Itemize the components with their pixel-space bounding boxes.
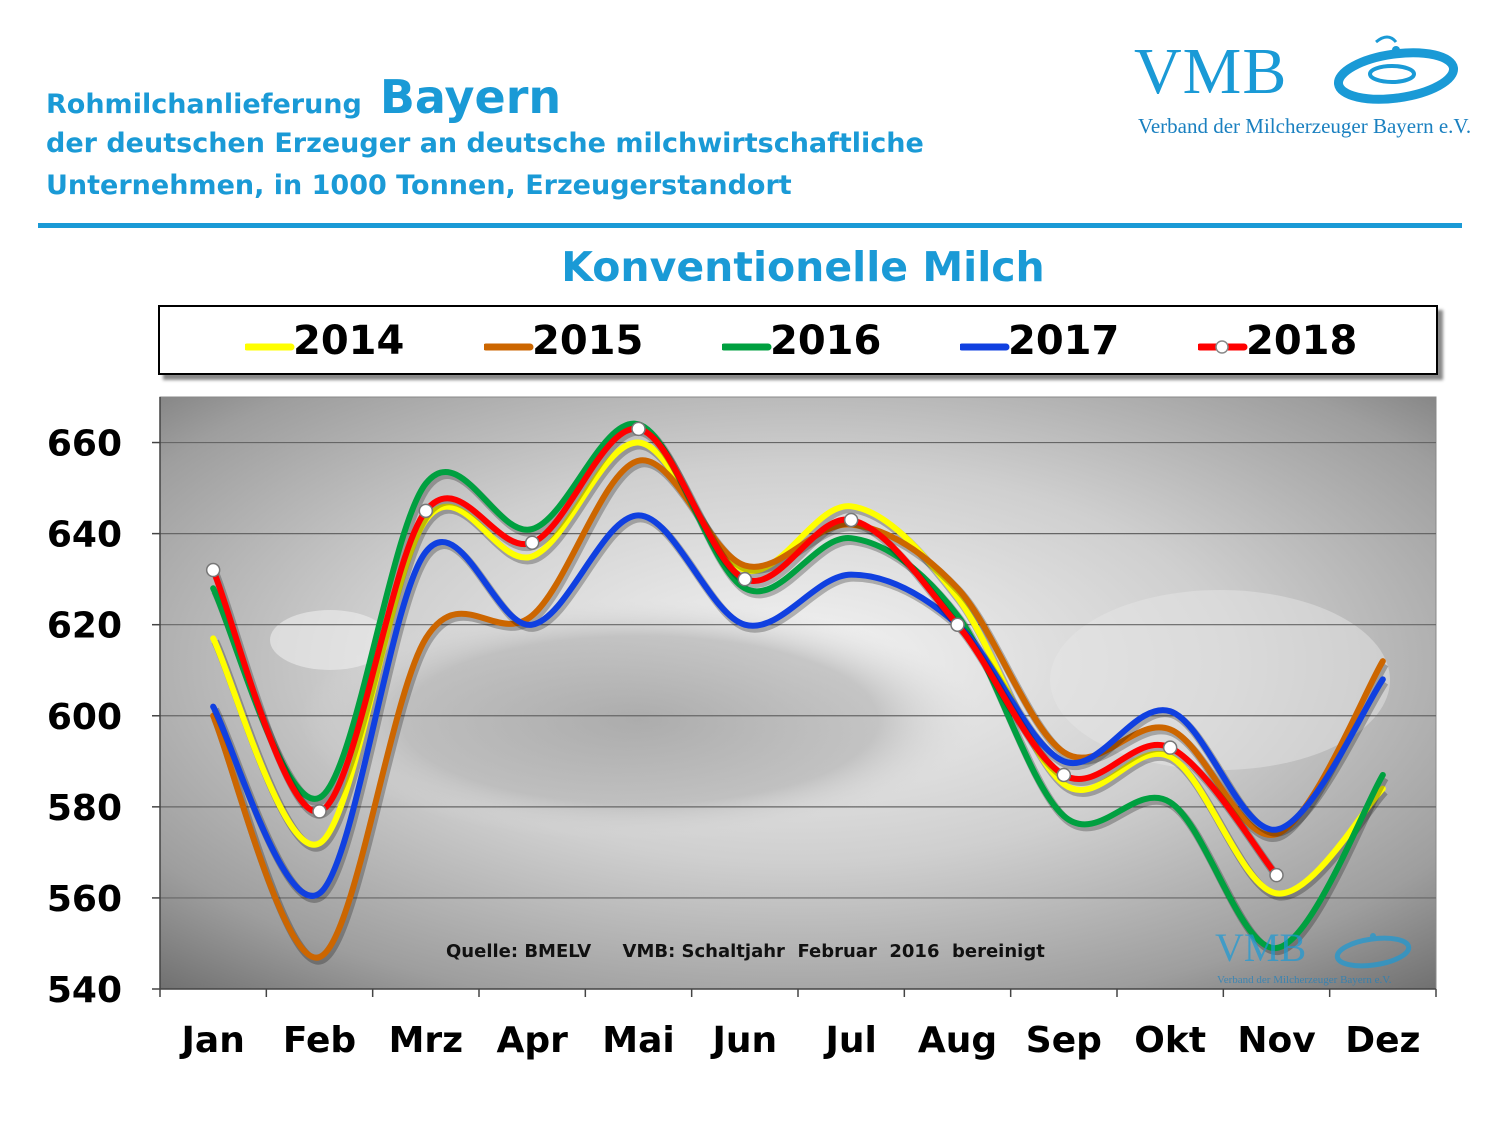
y-tick-640: 640 — [47, 515, 122, 556]
x-tick-Jun: Jun — [710, 1020, 778, 1061]
legend-label-2015: 2015 — [532, 318, 644, 364]
legend-swatch-2016 — [722, 343, 772, 351]
grid-lines — [160, 441, 1436, 899]
y-tick-540: 540 — [47, 970, 122, 1011]
title-big: Bayern — [379, 70, 562, 124]
legend-label-2014: 2014 — [293, 318, 405, 364]
header-line2: der deutschen Erzeuger an deutsche milch… — [46, 128, 924, 159]
x-tick-Jul: Jul — [822, 1020, 876, 1061]
logo-subtitle: Verband der Milcherzeuger Bayern e.V. — [1138, 114, 1472, 138]
y-tick-620: 620 — [47, 606, 122, 647]
x-tick-Feb: Feb — [283, 1020, 356, 1061]
marker-2018-Jan — [205, 562, 221, 578]
header-divider — [38, 223, 1462, 228]
x-tick-Jan: Jan — [179, 1020, 245, 1061]
x-tick-Mai: Mai — [602, 1020, 674, 1061]
marker-2018-Jun — [737, 571, 753, 587]
title-small: Rohmilchanlieferung — [46, 89, 362, 120]
header-title: Rohmilchanlieferung Bayern — [46, 70, 561, 124]
x-tick-Apr: Apr — [496, 1020, 568, 1061]
legend-swatch-2017 — [960, 343, 1010, 351]
chart-legend: 2014 2015 2016 2017 2018 — [158, 305, 1438, 375]
y-tick-560: 560 — [47, 879, 122, 920]
vmb-swirl-icon — [1333, 35, 1459, 104]
chart-title: Konventionelle Milch — [561, 243, 1045, 291]
watermark-logo-subtitle: Verband der Milcherzeuger Bayern e.V. — [1217, 974, 1392, 986]
series-lines — [210, 420, 1389, 965]
axes — [152, 397, 1437, 997]
source-note: Quelle: BMELV VMB: Schaltjahr Februar 20… — [446, 941, 1045, 962]
y-tick-600: 600 — [47, 697, 122, 738]
y-tick-labels: 540 560 580 600 620 640 660 — [47, 424, 122, 1011]
marker-2018-Mai — [631, 421, 646, 437]
marker-2018-Nov — [1269, 867, 1284, 883]
marker-2018-Jul — [843, 512, 859, 528]
legend-swatch-2014 — [245, 343, 295, 351]
y-tick-660: 660 — [47, 424, 122, 465]
logo-text: VMB — [1134, 35, 1288, 108]
series-line-2018 — [210, 425, 1280, 879]
vmb-watermark-swirl-icon — [1334, 933, 1412, 969]
marker-2018-Feb — [312, 804, 327, 819]
header-line3: Unternehmen, in 1000 Tonnen, Erzeugersta… — [46, 170, 792, 201]
legend-swatch-2015 — [484, 343, 534, 351]
y-tick-580: 580 — [47, 788, 122, 829]
series-markers — [205, 421, 1284, 883]
series-line-2017 — [210, 512, 1386, 899]
marker-2018-Sep — [1056, 767, 1072, 783]
watermark-logo-text: VMB — [1215, 925, 1307, 970]
marker-2018-Mrz — [418, 503, 434, 519]
vmb-watermark-logo: VMB Verband der Milcherzeuger Bayern e.V… — [1215, 925, 1415, 990]
legend-label-2018: 2018 — [1246, 318, 1358, 364]
legend-swatch-2018 — [1198, 340, 1248, 354]
legend-label-2017: 2017 — [1008, 318, 1120, 364]
x-tick-Aug: Aug — [918, 1020, 997, 1061]
series-line-2015 — [210, 457, 1386, 961]
marker-2018-Aug — [950, 617, 965, 632]
x-tick-Okt: Okt — [1134, 1020, 1206, 1061]
marker-2018-Apr — [524, 535, 540, 550]
legend-label-2016: 2016 — [770, 318, 882, 364]
x-tick-Sep: Sep — [1026, 1020, 1102, 1061]
x-tick-Dez: Dez — [1345, 1020, 1420, 1061]
series-line-2016 — [210, 420, 1386, 952]
x-tick-labels: Jan Feb Mrz Apr Mai Jun Jul Aug Sep Okt Nov Dez — [179, 1020, 1421, 1061]
x-tick-Nov: Nov — [1237, 1020, 1315, 1061]
vmb-logo: VMB Verband der Milcherzeuger Bayern e.V… — [1130, 30, 1472, 145]
x-tick-Mrz: Mrz — [389, 1020, 464, 1061]
series-line-2014 — [210, 439, 1386, 897]
marker-2018-Okt — [1162, 740, 1178, 755]
